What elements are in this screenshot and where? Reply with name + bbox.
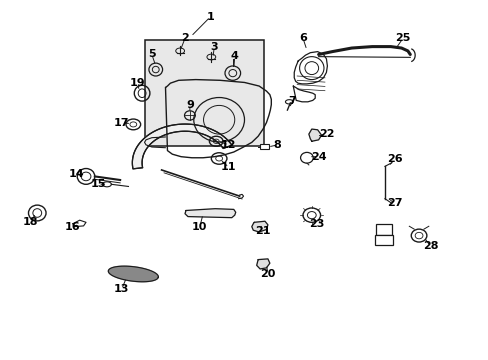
Text: 25: 25 [394, 33, 410, 43]
Text: 28: 28 [422, 241, 438, 251]
Text: 3: 3 [210, 42, 218, 52]
Text: 10: 10 [192, 222, 207, 232]
Text: 18: 18 [23, 217, 39, 227]
Text: 2: 2 [181, 33, 188, 43]
Text: 21: 21 [255, 226, 270, 236]
Text: 7: 7 [288, 96, 296, 106]
Text: 14: 14 [68, 168, 84, 179]
Bar [260, 144, 268, 149]
Text: 22: 22 [318, 129, 333, 139]
Text: 6: 6 [299, 33, 306, 43]
Text: 17: 17 [114, 118, 129, 128]
Text: 16: 16 [65, 222, 81, 232]
Polygon shape [184, 209, 235, 218]
Text: 20: 20 [260, 269, 275, 279]
Text: 24: 24 [310, 152, 326, 162]
Text: 23: 23 [308, 219, 324, 229]
Text: 4: 4 [230, 51, 238, 61]
Text: 12: 12 [221, 140, 236, 150]
Bar [144, 40, 264, 146]
Bar [375, 224, 391, 234]
Text: 5: 5 [148, 49, 155, 59]
Text: 11: 11 [221, 162, 236, 172]
Text: 19: 19 [129, 78, 145, 88]
Polygon shape [108, 266, 158, 282]
Text: 8: 8 [273, 140, 281, 150]
Polygon shape [132, 124, 231, 169]
Text: 1: 1 [206, 12, 214, 22]
Polygon shape [251, 221, 267, 232]
Polygon shape [308, 129, 321, 141]
Bar [374, 234, 392, 245]
Text: 13: 13 [114, 284, 129, 294]
Text: 26: 26 [386, 154, 402, 164]
Text: 9: 9 [185, 100, 193, 110]
Text: 27: 27 [386, 198, 402, 208]
Polygon shape [256, 259, 269, 269]
Text: 15: 15 [90, 179, 106, 189]
